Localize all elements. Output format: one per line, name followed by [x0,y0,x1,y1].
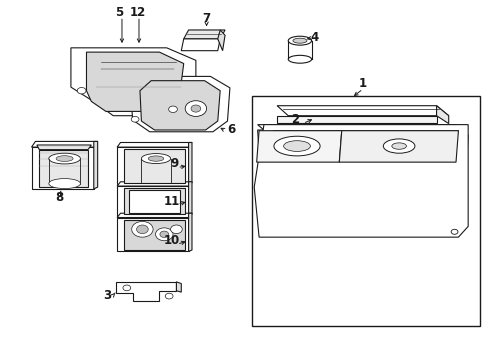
Circle shape [450,229,457,234]
Ellipse shape [287,36,311,45]
Text: 1: 1 [358,77,366,90]
Circle shape [131,221,153,237]
Circle shape [185,101,206,116]
Ellipse shape [56,156,73,161]
Text: 10: 10 [163,234,179,247]
Polygon shape [436,106,448,123]
Polygon shape [117,213,192,217]
Polygon shape [271,131,458,137]
Text: 11: 11 [163,195,179,208]
Ellipse shape [391,143,406,149]
Polygon shape [257,125,462,130]
Circle shape [165,293,173,299]
Ellipse shape [273,136,320,156]
Circle shape [131,116,139,122]
Polygon shape [183,30,224,39]
Text: 12: 12 [129,6,145,19]
Text: 4: 4 [310,31,319,44]
Circle shape [168,106,177,112]
Text: 7: 7 [202,12,210,25]
Polygon shape [94,141,98,189]
Polygon shape [31,147,94,189]
Polygon shape [86,52,183,111]
Text: 9: 9 [170,157,179,170]
Polygon shape [123,188,185,214]
Polygon shape [188,143,192,184]
Polygon shape [339,131,458,162]
Polygon shape [176,282,181,292]
Polygon shape [117,186,188,216]
Polygon shape [116,282,176,301]
Circle shape [191,105,201,112]
Polygon shape [277,106,448,116]
Polygon shape [450,125,467,226]
Text: 3: 3 [103,288,111,302]
Ellipse shape [141,154,170,163]
Polygon shape [254,125,467,237]
Circle shape [136,225,148,234]
Polygon shape [117,147,188,184]
Polygon shape [123,149,185,183]
Polygon shape [31,141,98,147]
Ellipse shape [383,139,414,153]
Polygon shape [123,220,185,249]
Text: 6: 6 [227,123,235,136]
Circle shape [155,228,173,241]
Polygon shape [130,76,229,132]
Bar [251,96,479,327]
Polygon shape [117,143,192,147]
Polygon shape [188,182,192,216]
Polygon shape [71,48,196,116]
Polygon shape [181,39,220,51]
Polygon shape [37,145,91,150]
Ellipse shape [292,38,306,43]
Text: 8: 8 [56,192,64,204]
Polygon shape [117,182,192,186]
Text: 5: 5 [115,6,123,19]
Polygon shape [277,116,436,123]
Polygon shape [128,190,180,213]
Circle shape [77,87,86,94]
Ellipse shape [287,55,311,63]
Ellipse shape [148,156,163,161]
Circle shape [122,285,130,291]
Circle shape [160,231,168,238]
Ellipse shape [283,141,310,152]
Polygon shape [39,150,88,187]
Polygon shape [117,217,188,251]
Ellipse shape [49,153,80,164]
Circle shape [170,225,182,234]
Polygon shape [256,131,341,162]
Polygon shape [188,213,192,251]
Polygon shape [257,130,455,223]
Polygon shape [217,30,224,51]
Ellipse shape [49,179,80,189]
Text: 2: 2 [290,113,298,126]
Polygon shape [140,81,220,130]
